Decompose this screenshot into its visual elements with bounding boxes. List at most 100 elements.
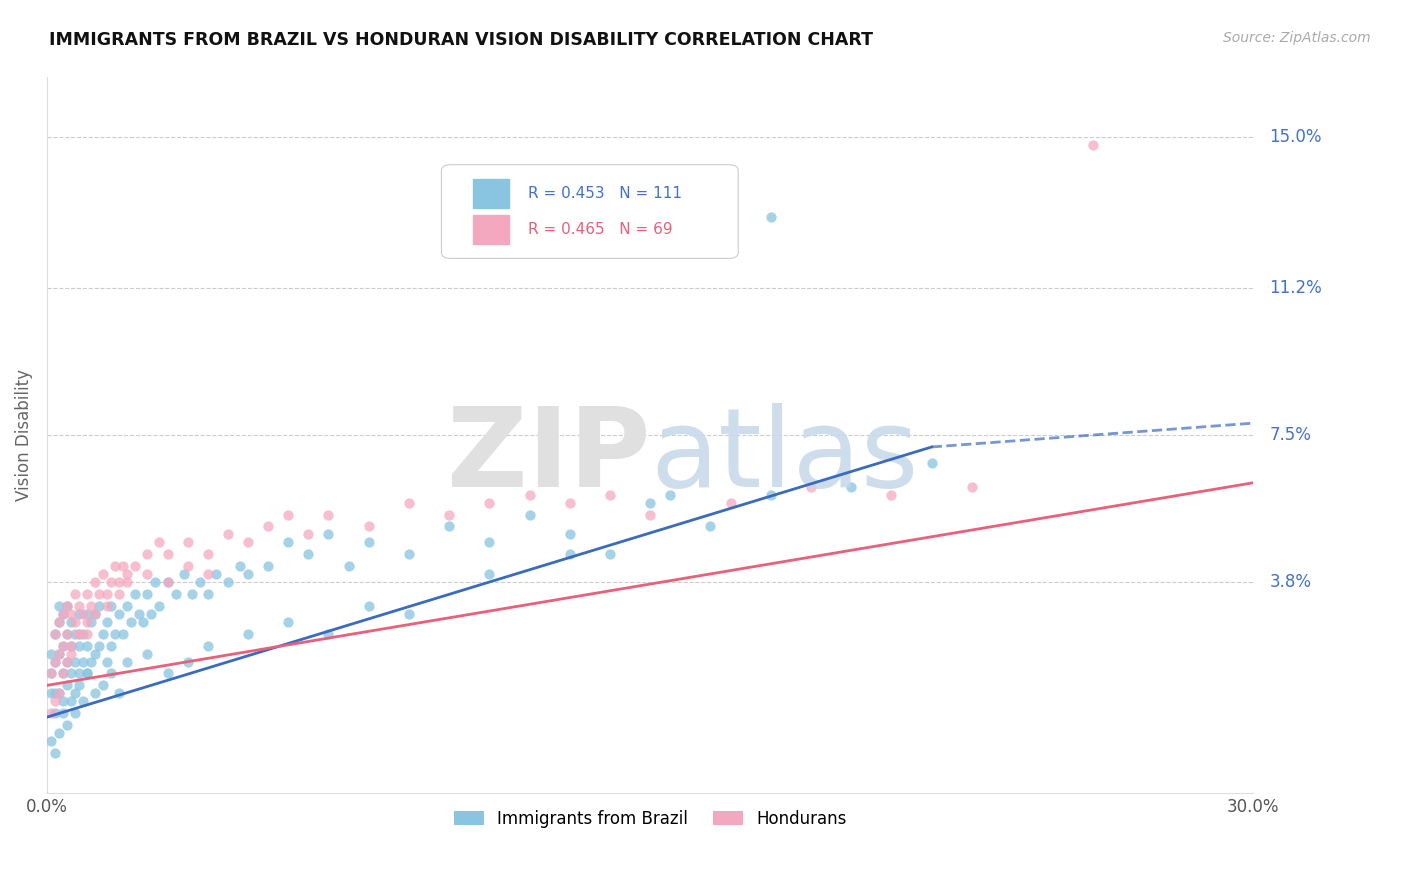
Point	[56, 599, 79, 613]
Point	[217, 575, 239, 590]
Point	[297, 547, 319, 561]
Point	[76, 587, 98, 601]
Point	[67, 626, 90, 640]
Point	[337, 559, 360, 574]
Point	[165, 587, 187, 601]
Point	[156, 547, 179, 561]
Point	[720, 495, 742, 509]
Point	[277, 508, 299, 522]
Point	[599, 547, 621, 561]
Point	[48, 686, 70, 700]
Point	[145, 575, 167, 590]
Point	[39, 686, 62, 700]
Point	[56, 678, 79, 692]
Point	[63, 626, 86, 640]
Point	[60, 615, 83, 629]
Text: ZIP: ZIP	[447, 403, 650, 510]
Point	[39, 734, 62, 748]
Point	[197, 587, 219, 601]
Point	[839, 480, 862, 494]
Point	[318, 527, 340, 541]
Point	[96, 655, 118, 669]
Point	[84, 647, 107, 661]
Point	[108, 686, 131, 700]
Point	[72, 607, 94, 621]
Point	[357, 519, 380, 533]
Point	[880, 488, 903, 502]
Point	[519, 508, 541, 522]
Text: R = 0.465   N = 69: R = 0.465 N = 69	[529, 222, 673, 237]
Point	[699, 519, 721, 533]
Point	[173, 567, 195, 582]
Point	[759, 210, 782, 224]
Point	[478, 567, 501, 582]
Point	[44, 655, 66, 669]
Point	[48, 599, 70, 613]
Point	[89, 639, 111, 653]
Point	[67, 599, 90, 613]
Point	[52, 666, 75, 681]
Text: R = 0.453   N = 111: R = 0.453 N = 111	[529, 186, 682, 201]
Point	[91, 678, 114, 692]
Point	[76, 666, 98, 681]
Point	[117, 567, 139, 582]
Point	[44, 746, 66, 760]
Point	[437, 508, 460, 522]
Point	[60, 666, 83, 681]
Point	[132, 615, 155, 629]
Point	[91, 567, 114, 582]
Point	[236, 626, 259, 640]
Point	[48, 615, 70, 629]
Point	[44, 655, 66, 669]
Point	[52, 639, 75, 653]
Point	[60, 607, 83, 621]
Point	[63, 655, 86, 669]
Point	[318, 508, 340, 522]
Point	[197, 639, 219, 653]
Point	[52, 694, 75, 708]
Point	[1081, 138, 1104, 153]
Point	[60, 647, 83, 661]
Point	[638, 508, 661, 522]
Text: 15.0%: 15.0%	[1270, 128, 1322, 146]
Point	[398, 607, 420, 621]
Point	[558, 547, 581, 561]
Point	[117, 575, 139, 590]
Point	[63, 686, 86, 700]
Point	[124, 559, 146, 574]
Point	[176, 535, 198, 549]
Point	[104, 559, 127, 574]
Point	[56, 599, 79, 613]
Point	[39, 706, 62, 721]
Point	[100, 599, 122, 613]
Point	[52, 706, 75, 721]
Point	[136, 547, 159, 561]
Point	[100, 639, 122, 653]
Point	[60, 639, 83, 653]
Point	[156, 575, 179, 590]
Point	[39, 647, 62, 661]
Point	[148, 535, 170, 549]
Text: Source: ZipAtlas.com: Source: ZipAtlas.com	[1223, 31, 1371, 45]
Point	[63, 615, 86, 629]
Point	[48, 647, 70, 661]
Point	[76, 639, 98, 653]
Point	[659, 488, 682, 502]
Point	[84, 686, 107, 700]
Point	[63, 706, 86, 721]
Point	[318, 626, 340, 640]
Point	[117, 599, 139, 613]
Point	[638, 495, 661, 509]
Point	[136, 567, 159, 582]
Point	[136, 587, 159, 601]
Point	[100, 666, 122, 681]
Point	[398, 495, 420, 509]
Point	[176, 559, 198, 574]
Point	[52, 607, 75, 621]
Point	[48, 726, 70, 740]
Text: atlas: atlas	[650, 403, 918, 510]
Point	[800, 480, 823, 494]
Point	[156, 575, 179, 590]
Point	[67, 678, 90, 692]
Text: 11.2%: 11.2%	[1270, 279, 1322, 297]
